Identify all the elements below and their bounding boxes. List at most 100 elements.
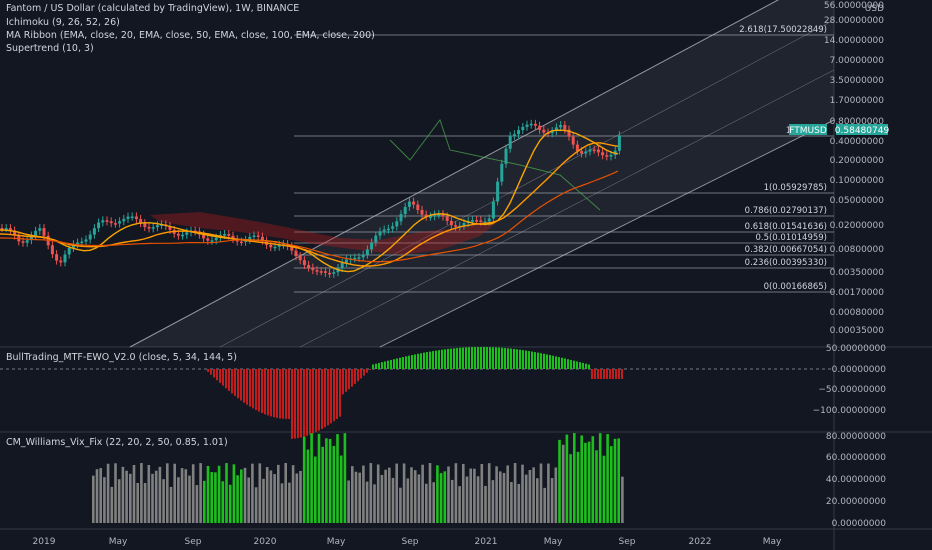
ewo-bar[interactable] — [522, 350, 524, 369]
candle-body[interactable] — [214, 237, 218, 241]
candle-body[interactable] — [298, 256, 302, 261]
vix-bar[interactable] — [299, 470, 302, 523]
candle-body[interactable] — [307, 264, 311, 268]
ewo-bar[interactable] — [399, 357, 401, 369]
ewo-bar[interactable] — [219, 369, 221, 384]
vix-bar[interactable] — [598, 433, 602, 523]
candle-body[interactable] — [130, 216, 134, 218]
ewo-bar[interactable] — [447, 348, 449, 369]
candle-body[interactable] — [328, 272, 332, 275]
candle-body[interactable] — [105, 220, 109, 222]
ewo-bar[interactable] — [489, 347, 491, 369]
ewo-bar[interactable] — [510, 348, 512, 369]
vix-bar[interactable] — [117, 479, 121, 523]
candle-body[interactable] — [71, 244, 75, 248]
vix-bar[interactable] — [506, 465, 509, 523]
candle-body[interactable] — [63, 254, 67, 263]
vix-bar[interactable] — [495, 466, 498, 523]
vix-bar[interactable] — [92, 475, 95, 523]
vix-axis[interactable]: 80.00000000 60.00000000 40.00000000 20.0000… — [826, 432, 886, 529]
candle-body[interactable] — [517, 130, 521, 135]
vix-bar[interactable] — [591, 436, 595, 523]
ewo-bar[interactable] — [351, 369, 353, 387]
vix-bar[interactable] — [569, 454, 572, 523]
vix-bar[interactable] — [221, 481, 225, 523]
vix-bar[interactable] — [154, 470, 158, 523]
candle-body[interactable] — [504, 148, 508, 164]
vix-bar[interactable] — [129, 473, 132, 523]
candle-body[interactable] — [412, 201, 416, 205]
ewo-bar[interactable] — [303, 369, 305, 437]
ewo-bar[interactable] — [426, 352, 428, 369]
candle-body[interactable] — [223, 234, 227, 236]
ewo-bar[interactable] — [513, 348, 515, 369]
vix-bar[interactable] — [280, 483, 284, 523]
vix-bar[interactable] — [269, 470, 273, 523]
vix-bar[interactable] — [158, 466, 162, 523]
ewo-bar[interactable] — [285, 369, 287, 419]
vix-bar[interactable] — [388, 467, 391, 523]
candle-body[interactable] — [118, 221, 122, 224]
ewo-bar[interactable] — [435, 350, 437, 369]
candle-body[interactable] — [601, 152, 605, 156]
candle-body[interactable] — [185, 232, 189, 235]
vix-bar[interactable] — [576, 451, 580, 523]
candle-body[interactable] — [575, 144, 579, 152]
candle-body[interactable] — [554, 127, 558, 132]
ewo-bar[interactable] — [309, 369, 311, 435]
candle-body[interactable] — [21, 241, 25, 243]
candle-body[interactable] — [210, 240, 214, 242]
ewo-bar[interactable] — [477, 347, 479, 369]
candle-body[interactable] — [315, 270, 319, 272]
candle-body[interactable] — [487, 218, 491, 222]
vix-bar[interactable] — [347, 480, 350, 523]
vix-bar[interactable] — [606, 434, 609, 523]
vix-bar[interactable] — [491, 480, 495, 523]
vix-bar[interactable] — [432, 482, 435, 523]
candle-body[interactable] — [416, 204, 420, 210]
ewo-bar[interactable] — [213, 369, 215, 378]
candle-body[interactable] — [88, 234, 92, 240]
vix-bar[interactable] — [277, 464, 280, 523]
candle-body[interactable] — [428, 216, 432, 218]
ewo-bar[interactable] — [342, 369, 344, 395]
candle-body[interactable] — [592, 149, 596, 152]
vix-bar[interactable] — [550, 478, 554, 523]
vix-bar[interactable] — [203, 480, 206, 523]
ewo-bar[interactable] — [423, 352, 425, 369]
ewo-bar[interactable] — [471, 347, 473, 369]
candle-body[interactable] — [80, 241, 84, 244]
ewo-bar[interactable] — [417, 353, 419, 369]
ewo-bar[interactable] — [270, 369, 272, 417]
ewo-bar[interactable] — [372, 364, 374, 369]
vix-bar[interactable] — [188, 475, 191, 523]
vix-bar[interactable] — [454, 463, 458, 523]
ewo-bar[interactable] — [240, 369, 242, 401]
ewo-bar[interactable] — [459, 347, 461, 369]
candle-body[interactable] — [542, 129, 546, 133]
ewo-bar[interactable] — [438, 350, 440, 369]
candle-body[interactable] — [378, 231, 382, 236]
vix-bar[interactable] — [499, 471, 502, 523]
vix-bar[interactable] — [103, 477, 106, 523]
ewo-legend[interactable]: BullTrading_MTF-EWO_V2.0 (close, 5, 34, … — [6, 352, 237, 363]
ewo-bar[interactable] — [393, 359, 395, 369]
vix-bar[interactable] — [439, 473, 443, 523]
ewo-bar[interactable] — [606, 369, 608, 379]
candle-body[interactable] — [479, 220, 483, 222]
vix-bar[interactable] — [462, 463, 465, 523]
vix-bar[interactable] — [225, 463, 228, 523]
vix-bar[interactable] — [528, 470, 532, 523]
candle-body[interactable] — [420, 209, 424, 215]
candle-body[interactable] — [521, 126, 525, 131]
vix-bar[interactable] — [587, 441, 591, 523]
ewo-bar[interactable] — [315, 369, 317, 433]
vix-bar[interactable] — [428, 463, 432, 523]
vix-bar[interactable] — [465, 476, 469, 523]
ewo-bar[interactable] — [567, 359, 569, 369]
ewo-bar[interactable] — [486, 347, 488, 369]
ewo-bar[interactable] — [519, 349, 521, 369]
vix-bar[interactable] — [210, 472, 213, 523]
candle-body[interactable] — [500, 163, 504, 182]
